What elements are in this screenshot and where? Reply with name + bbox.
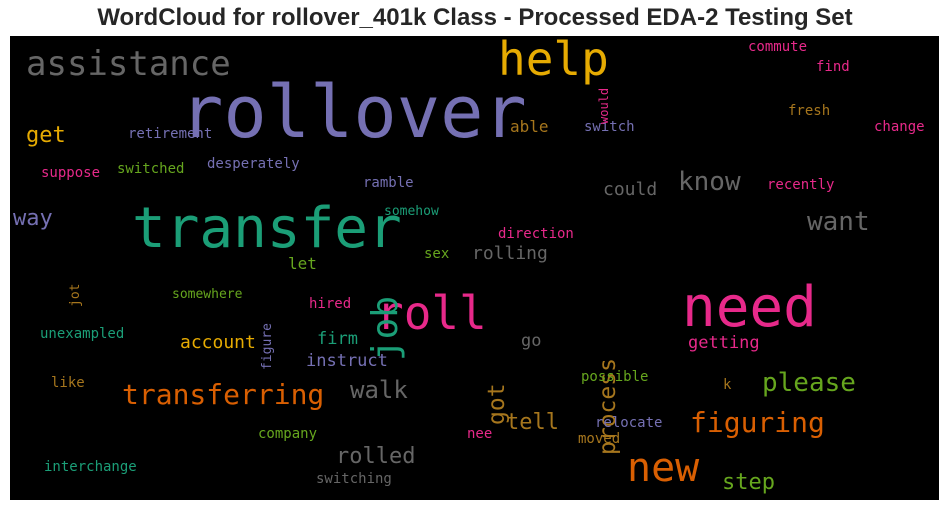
wordcloud-word: rolled bbox=[336, 444, 416, 469]
wordcloud-word: switch bbox=[584, 119, 635, 135]
wordcloud-word: commute bbox=[748, 39, 808, 55]
wordcloud-word: new bbox=[627, 445, 700, 491]
wordcloud-word: help bbox=[498, 36, 609, 86]
wordcloud-word: need bbox=[682, 275, 817, 340]
wordcloud-word: let bbox=[288, 254, 317, 273]
wordcloud-word: firm bbox=[317, 329, 358, 349]
wordcloud-word: go bbox=[521, 331, 542, 351]
wordcloud-word: retirement bbox=[128, 126, 213, 142]
wordcloud-word: switched bbox=[117, 161, 185, 177]
wordcloud-word: would bbox=[597, 87, 611, 124]
wordcloud-word: getting bbox=[688, 333, 760, 353]
wordcloud-word: hired bbox=[309, 296, 352, 312]
wordcloud-word: assistance bbox=[26, 44, 231, 84]
wordcloud-word: company bbox=[258, 426, 318, 442]
wordcloud-word: possible bbox=[581, 369, 649, 385]
wordcloud-word: know bbox=[678, 167, 741, 197]
wordcloud-word: moved bbox=[578, 431, 621, 447]
wordcloud-word: direction bbox=[498, 226, 574, 242]
wordcloud-word: roll bbox=[376, 286, 487, 340]
wordcloud-word: transferring bbox=[122, 378, 325, 411]
wordcloud-word: recently bbox=[767, 177, 835, 193]
wordcloud-word: get bbox=[26, 123, 66, 148]
wordcloud-word: want bbox=[807, 207, 870, 237]
wordcloud-word: fresh bbox=[788, 103, 831, 119]
chart-title: WordCloud for rollover_401k Class - Proc… bbox=[97, 4, 853, 31]
wordcloud-word: interchange bbox=[44, 459, 137, 475]
wordcloud-word: transfer bbox=[132, 196, 402, 261]
wordcloud-word: rollover bbox=[180, 70, 527, 154]
wordcloud-word: suppose bbox=[41, 165, 101, 181]
wordcloud-word: find bbox=[816, 59, 850, 75]
wordcloud-word: desperately bbox=[207, 156, 300, 172]
wordcloud-word: k bbox=[723, 377, 732, 393]
wordcloud-word: figure bbox=[260, 322, 275, 370]
wordcloud-word: relocate bbox=[595, 415, 663, 431]
wordcloud-word: could bbox=[603, 179, 658, 200]
wordcloud-word: jot bbox=[68, 283, 83, 308]
wordcloud-word: figuring bbox=[690, 406, 825, 439]
wordcloud-word: change bbox=[874, 119, 925, 135]
wordcloud-word: able bbox=[510, 117, 549, 136]
wordcloud-word: account bbox=[180, 332, 256, 353]
wordcloud-word: somewhere bbox=[172, 287, 243, 302]
wordcloud-word: nee bbox=[467, 426, 493, 442]
wordcloud-word: ramble bbox=[363, 175, 414, 191]
wordcloud-canvas: rollover transfer need roll help new job assist… bbox=[10, 36, 939, 500]
wordcloud-word: instruct bbox=[306, 351, 388, 371]
wordcloud-word: like bbox=[51, 375, 85, 391]
wordcloud-word: step bbox=[722, 470, 775, 495]
wordcloud-word: rolling bbox=[472, 243, 548, 264]
wordcloud-word: unexampled bbox=[40, 326, 125, 342]
wordcloud-word: please bbox=[762, 368, 856, 398]
wordcloud-word: somehow bbox=[384, 204, 439, 219]
wordcloud-word: way bbox=[13, 206, 53, 231]
wordcloud-word: tell bbox=[506, 410, 559, 435]
wordcloud-word: walk bbox=[350, 376, 408, 404]
wordcloud-word: sex bbox=[424, 246, 450, 262]
wordcloud-word: switching bbox=[316, 471, 392, 487]
